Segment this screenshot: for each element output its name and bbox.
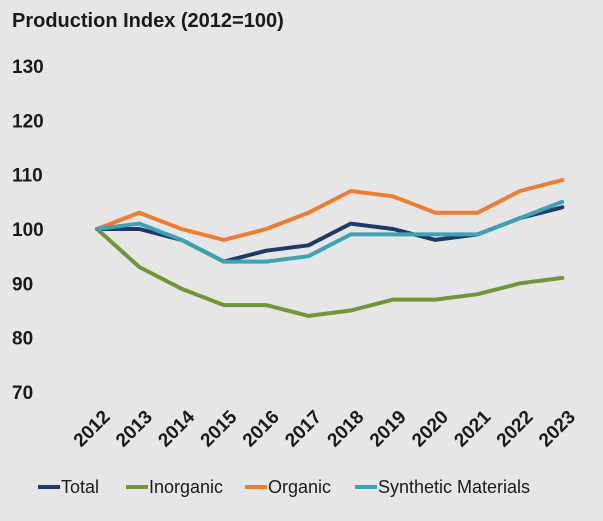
x-tick-label: 2013 <box>112 407 157 452</box>
series-line-organic <box>95 178 565 242</box>
x-axis-ticks: 2012201320142015201620172018201920202021… <box>70 406 580 451</box>
x-tick-label: 2015 <box>197 406 242 451</box>
series-line-synthetic-materials <box>95 199 565 264</box>
x-tick-label: 2023 <box>535 407 580 452</box>
series-line-inorganic <box>95 227 565 318</box>
x-tick-label: 2021 <box>450 406 495 451</box>
legend-label: Inorganic <box>149 477 223 497</box>
y-tick-label: 70 <box>12 383 33 404</box>
x-tick-label: 2019 <box>366 407 411 452</box>
x-tick-label: 2017 <box>281 407 326 452</box>
x-tick-label: 2016 <box>239 407 284 452</box>
plot-area <box>95 178 565 318</box>
chart-title: Production Index (2012=100) <box>12 10 284 32</box>
y-tick-label: 120 <box>12 111 44 132</box>
x-tick-label: 2022 <box>493 407 538 452</box>
y-axis-ticks: 70 80 90 100 110 120 130 <box>12 57 44 404</box>
y-tick-label: 90 <box>12 274 33 295</box>
legend: Total Inorganic Organic Synthetic Materials <box>38 477 530 497</box>
y-tick-label: 100 <box>12 220 44 241</box>
x-tick-label: 2012 <box>70 407 115 452</box>
legend-label: Total <box>61 477 99 497</box>
legend-label: Organic <box>268 477 331 497</box>
y-tick-label: 80 <box>12 329 33 350</box>
x-tick-label: 2020 <box>408 407 453 452</box>
x-tick-label: 2014 <box>154 406 199 451</box>
y-tick-label: 110 <box>12 166 43 187</box>
y-tick-label: 130 <box>12 57 44 78</box>
legend-label: Synthetic Materials <box>378 477 530 497</box>
x-tick-label: 2018 <box>324 407 369 452</box>
